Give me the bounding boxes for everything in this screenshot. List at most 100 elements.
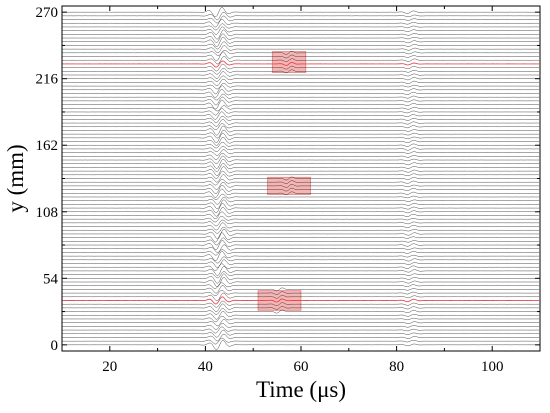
- trace: [61, 50, 540, 56]
- trace: [61, 78, 540, 86]
- x-axis-label: Time (μs): [256, 377, 346, 402]
- trace: [62, 185, 540, 194]
- trace: [61, 56, 540, 65]
- trace: [61, 155, 540, 164]
- trace: [61, 256, 540, 264]
- trace: [61, 71, 540, 79]
- trace: [61, 182, 540, 190]
- trace: [61, 240, 540, 250]
- trace: [61, 199, 540, 210]
- trace: [61, 277, 540, 287]
- trace: [61, 45, 540, 54]
- trace: [62, 105, 540, 112]
- y-tick-label: 216: [36, 72, 59, 88]
- trace: [62, 26, 540, 35]
- trace: [61, 211, 540, 220]
- trace: [61, 23, 540, 31]
- trace: [61, 111, 540, 120]
- trace: [61, 273, 540, 284]
- trace: [61, 125, 540, 136]
- trace: [61, 285, 540, 294]
- trace: [61, 222, 540, 231]
- trace: [61, 251, 540, 262]
- trace: [61, 63, 540, 72]
- trace: [61, 323, 540, 330]
- trace: [61, 158, 540, 169]
- trace: [61, 244, 540, 253]
- trace: [61, 41, 540, 50]
- trace: [61, 333, 540, 342]
- trace: [61, 149, 540, 156]
- trace: [61, 166, 540, 177]
- x-axis-ticks: 20 40 60 80 100: [61, 6, 541, 375]
- defect-zones: [257, 51, 311, 311]
- trace: [61, 308, 540, 315]
- trace: [61, 290, 540, 296]
- trace: [61, 68, 540, 75]
- y-tick-label: 54: [43, 271, 59, 287]
- trace: [61, 174, 540, 183]
- trace: [61, 96, 540, 106]
- y-tick-label: 270: [36, 5, 59, 21]
- x-tick-label: 60: [294, 359, 309, 375]
- x-tick-label: 80: [389, 359, 404, 375]
- trace: [61, 119, 540, 127]
- trace: [61, 99, 540, 110]
- trace: [61, 89, 540, 98]
- trace: [61, 226, 540, 234]
- trace: [61, 311, 540, 320]
- waveform-traces: [61, 7, 540, 350]
- trace: [61, 300, 540, 308]
- highlighted-trace: [61, 296, 540, 305]
- x-tick-label: 40: [198, 359, 213, 375]
- trace: [61, 29, 540, 40]
- trace: [61, 207, 540, 217]
- y-tick-label: 162: [36, 138, 59, 154]
- y-axis-ticks: 0 54 108 162 216 270: [36, 5, 540, 354]
- y-axis-label: y (mm): [3, 144, 28, 212]
- trace: [61, 329, 540, 338]
- trace: [61, 11, 540, 21]
- trace: [61, 36, 540, 47]
- trace: [61, 19, 540, 28]
- trace: [61, 33, 540, 43]
- trace: [61, 75, 540, 82]
- trace: [62, 179, 540, 186]
- trace: [61, 141, 540, 149]
- trace: [61, 123, 540, 131]
- trace: [61, 326, 540, 334]
- trace: [61, 315, 540, 323]
- trace: [61, 303, 540, 312]
- trace: [61, 259, 540, 268]
- y-tick-label: 108: [36, 205, 59, 221]
- trace: [61, 129, 540, 139]
- trace: [61, 146, 540, 152]
- trace: [61, 319, 540, 327]
- trace: [62, 219, 540, 227]
- trace: [61, 340, 540, 350]
- trace: [61, 271, 540, 279]
- trace: [61, 153, 540, 160]
- trace: [62, 7, 540, 18]
- x-tick-label: 100: [481, 359, 504, 375]
- defect-zone-1: [271, 51, 307, 73]
- trace: [61, 163, 540, 172]
- trace: [61, 196, 540, 205]
- trace: [61, 137, 540, 146]
- trace: [61, 337, 540, 345]
- trace: [61, 93, 540, 101]
- trace: [61, 292, 540, 302]
- trace: [61, 82, 540, 90]
- trace: [62, 108, 540, 116]
- trace: [61, 115, 540, 123]
- x-tick-label: 20: [102, 359, 117, 375]
- trace: [61, 85, 540, 95]
- highlighted-trace: [61, 60, 540, 68]
- trace: [61, 51, 540, 62]
- trace: [61, 215, 540, 223]
- trace: [61, 15, 540, 24]
- trace: [61, 263, 540, 271]
- trace: [61, 282, 540, 289]
- y-tick-label: 0: [51, 338, 59, 354]
- trace: [61, 188, 540, 198]
